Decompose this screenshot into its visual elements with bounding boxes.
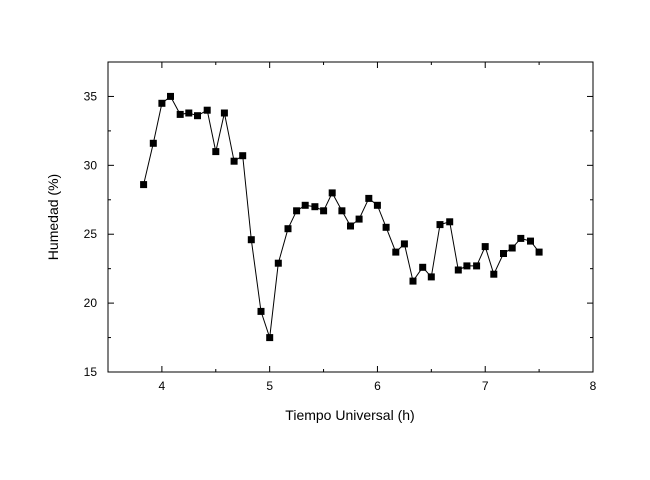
data-point	[382, 223, 390, 231]
data-point	[535, 248, 543, 256]
data-point	[427, 273, 435, 281]
data-point	[338, 207, 346, 215]
data-point	[176, 110, 184, 118]
data-point	[473, 262, 481, 270]
data-point	[463, 262, 471, 270]
x-axis-title: Tiempo Universal (h)	[285, 407, 414, 423]
data-point	[490, 270, 498, 278]
data-point	[409, 277, 417, 285]
data-point	[266, 334, 274, 342]
data-point	[203, 106, 211, 114]
data-point	[149, 139, 157, 147]
data-point	[274, 259, 282, 267]
data-point	[517, 234, 525, 242]
y-tick-label: 20	[84, 296, 98, 310]
data-point	[365, 194, 373, 202]
data-point	[527, 237, 534, 245]
data-point	[293, 207, 301, 215]
axis-tick-labels: 4 5 6 7 8 15 20 25 30 35	[84, 89, 597, 393]
data-point	[212, 148, 220, 156]
y-axis-title: Humedad (%)	[45, 174, 61, 260]
y-tick-label: 35	[84, 89, 98, 103]
data-point	[446, 218, 454, 226]
data-point	[239, 152, 247, 160]
data-point	[373, 201, 381, 209]
data-point	[158, 99, 166, 107]
data-point	[230, 157, 238, 165]
data-point	[481, 243, 489, 251]
data-point	[220, 109, 228, 117]
y-tick-label: 15	[84, 365, 98, 379]
data-point	[328, 189, 336, 197]
y-tick-label: 30	[84, 158, 98, 172]
data-point	[301, 201, 309, 209]
data-point	[400, 240, 408, 248]
y-tick-label: 25	[84, 227, 98, 241]
data-markers	[140, 92, 543, 342]
x-tick-label: 6	[374, 379, 381, 393]
x-tick-label: 5	[266, 379, 273, 393]
plot-frame	[107, 61, 594, 373]
data-point	[257, 307, 265, 315]
x-tick-label: 7	[482, 379, 489, 393]
data-point	[320, 207, 328, 215]
data-point	[311, 203, 319, 211]
data-point	[247, 236, 255, 244]
x-tick-label: 8	[590, 379, 597, 393]
data-point	[194, 112, 201, 120]
data-point	[185, 109, 193, 117]
data-point	[419, 263, 427, 271]
data-point	[500, 250, 507, 257]
data-point	[347, 222, 354, 230]
data-point	[508, 244, 516, 252]
data-point	[140, 181, 148, 189]
data-point	[454, 266, 462, 274]
data-point	[392, 248, 400, 256]
data-point	[167, 92, 174, 100]
x-tick-label: 4	[159, 379, 166, 393]
axis-ticks	[107, 61, 594, 373]
data-point	[436, 221, 444, 229]
data-point	[284, 225, 292, 233]
series-line	[143, 95, 540, 338]
data-point	[355, 215, 363, 223]
